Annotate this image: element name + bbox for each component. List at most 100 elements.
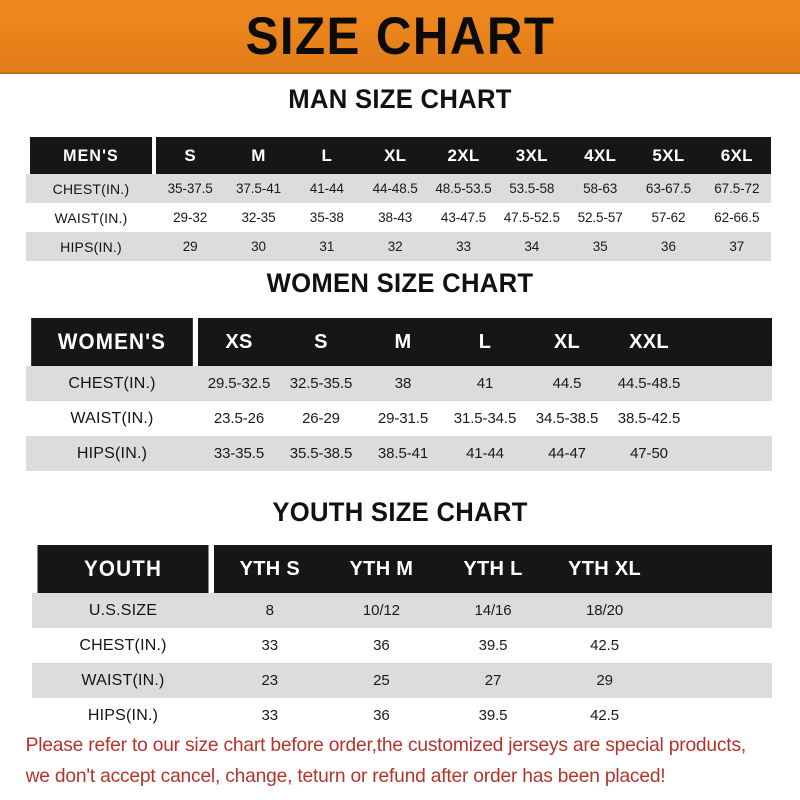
women-cell: 41-44 — [444, 436, 526, 471]
women-size-table: WOMEN'S XS S M L XL XXL CHEST(IN.) 29.5-32.5 32.… — [26, 318, 772, 471]
youth-column-header: YTH XL — [548, 545, 661, 593]
men-section-title: MAN SIZE CHART — [288, 84, 512, 114]
women-column-header — [690, 318, 772, 366]
men-table-row: HIPS(IN.) 29 30 31 32 33 34 35 36 37 — [26, 232, 771, 261]
men-cell: 48.5-53.5 — [429, 174, 498, 203]
youth-column-header: YTH S — [214, 545, 326, 593]
women-cell: 38.5-41 — [362, 436, 444, 471]
men-cell: 35-37.5 — [156, 174, 225, 203]
men-table-head: MEN'S S M L XL 2XL 3XL 4XL 5XL 6XL — [26, 137, 771, 174]
youth-row-label: U.S.SIZE — [32, 593, 214, 628]
youth-cell: 39.5 — [437, 628, 549, 663]
youth-cell — [660, 593, 772, 628]
youth-table-head: YOUTH YTH S YTH M YTH L YTH XL — [32, 545, 772, 593]
youth-column-header — [660, 545, 772, 593]
women-cell — [690, 366, 772, 401]
youth-column-header: YTH M — [325, 545, 438, 593]
men-cell: 34 — [497, 232, 566, 261]
youth-row-label-head: YOUTH — [37, 545, 209, 593]
women-row-label: WAIST(IN.) — [26, 401, 198, 436]
men-cell: 62-66.5 — [702, 203, 771, 232]
women-cell: 35.5-38.5 — [280, 436, 362, 471]
youth-size-table: YOUTH YTH S YTH M YTH L YTH XL U.S.SIZE 8 10/1… — [32, 545, 772, 733]
youth-cell: 36 — [325, 628, 438, 663]
men-cell: 41-44 — [292, 174, 361, 203]
men-row-label: HIPS(IN.) — [26, 232, 156, 261]
men-cell: 38-43 — [360, 203, 430, 232]
men-cell: 35-38 — [292, 203, 361, 232]
youth-cell: 14/16 — [437, 593, 549, 628]
men-column-header: M — [224, 137, 293, 174]
women-cell: 41 — [444, 366, 526, 401]
women-column-header: XS — [198, 318, 280, 366]
women-cell: 23.5-26 — [198, 401, 280, 436]
men-cell: 35 — [565, 232, 635, 261]
youth-cell: 23 — [214, 663, 326, 698]
men-size-chart: MEN'S S M L XL 2XL 3XL 4XL 5XL 6XL CHEST(IN.) 35-3… — [26, 137, 771, 261]
men-column-header: S — [156, 137, 225, 174]
youth-size-chart: YOUTH YTH S YTH M YTH L YTH XL U.S.SIZE 8 10/1… — [32, 545, 772, 733]
order-policy-note: Please refer to our size chart before or… — [0, 730, 788, 792]
youth-row-label: CHEST(IN.) — [32, 628, 214, 663]
men-cell: 44-48.5 — [360, 174, 430, 203]
youth-row-label: HIPS(IN.) — [32, 698, 214, 733]
men-cell: 36 — [634, 232, 703, 261]
women-table-head: WOMEN'S XS S M L XL XXL — [26, 318, 772, 366]
men-cell: 31 — [292, 232, 361, 261]
men-table-row: CHEST(IN.) 35-37.5 37.5-41 41-44 44-48.5 48.5… — [26, 174, 771, 203]
men-table-row: WAIST(IN.) 29-32 32-35 35-38 38-43 43-47.5 47.… — [26, 203, 771, 232]
women-cell: 32.5-35.5 — [280, 366, 362, 401]
men-column-header: 5XL — [634, 137, 703, 174]
men-cell: 67.5-72 — [702, 174, 771, 203]
women-cell — [690, 436, 772, 471]
women-cell: 38 — [362, 366, 444, 401]
women-cell: 38.5-42.5 — [608, 401, 690, 436]
women-cell: 29-31.5 — [362, 401, 444, 436]
men-cell: 29 — [156, 232, 225, 261]
youth-cell: 42.5 — [548, 698, 661, 733]
youth-cell — [660, 663, 772, 698]
men-cell: 32-35 — [224, 203, 293, 232]
men-cell: 37.5-41 — [224, 174, 293, 203]
women-row-label-head: WOMEN'S — [31, 318, 193, 366]
women-row-label: CHEST(IN.) — [26, 366, 198, 401]
page-banner: SIZE CHART — [0, 0, 800, 74]
men-column-header: 3XL — [497, 137, 566, 174]
youth-table-body: U.S.SIZE 8 10/12 14/16 18/20 CHEST(IN.) 33 36 39… — [32, 593, 772, 733]
men-size-table: MEN'S S M L XL 2XL 3XL 4XL 5XL 6XL CHEST(IN.) 35-3… — [26, 137, 771, 261]
men-row-label-head: MEN'S — [29, 137, 153, 174]
men-cell: 33 — [429, 232, 498, 261]
women-table-row: CHEST(IN.) 29.5-32.5 32.5-35.5 38 41 44.5 44.5… — [26, 366, 772, 401]
men-cell: 43-47.5 — [429, 203, 498, 232]
women-cell: 33-35.5 — [198, 436, 280, 471]
youth-table-row: U.S.SIZE 8 10/12 14/16 18/20 — [32, 593, 772, 628]
women-cell: 47-50 — [608, 436, 690, 471]
men-column-header: L — [292, 137, 361, 174]
women-header-row: WOMEN'S XS S M L XL XXL — [26, 318, 772, 366]
youth-cell: 33 — [214, 628, 326, 663]
women-cell: 29.5-32.5 — [198, 366, 280, 401]
youth-table-row: WAIST(IN.) 23 25 27 29 — [32, 663, 772, 698]
youth-table-row: CHEST(IN.) 33 36 39.5 42.5 — [32, 628, 772, 663]
youth-column-header: YTH L — [437, 545, 549, 593]
youth-cell: 33 — [214, 698, 326, 733]
men-cell: 53.5-58 — [497, 174, 566, 203]
youth-row-label: WAIST(IN.) — [32, 663, 214, 698]
women-table-row: WAIST(IN.) 23.5-26 26-29 29-31.5 31.5-34.5 34… — [26, 401, 772, 436]
men-cell: 63-67.5 — [634, 174, 703, 203]
women-column-header: L — [444, 318, 526, 366]
women-column-header: XL — [526, 318, 608, 366]
men-column-header: 4XL — [565, 137, 635, 174]
youth-cell: 42.5 — [548, 628, 661, 663]
youth-cell: 8 — [214, 593, 326, 628]
women-row-label: HIPS(IN.) — [26, 436, 198, 471]
women-cell: 44-47 — [526, 436, 608, 471]
youth-cell: 10/12 — [325, 593, 438, 628]
youth-cell: 29 — [548, 663, 661, 698]
men-header-row: MEN'S S M L XL 2XL 3XL 4XL 5XL 6XL — [26, 137, 771, 174]
women-table-body: CHEST(IN.) 29.5-32.5 32.5-35.5 38 41 44.5 44.5… — [26, 366, 772, 471]
women-cell: 31.5-34.5 — [444, 401, 526, 436]
women-column-header: XXL — [608, 318, 690, 366]
men-cell: 57-62 — [634, 203, 703, 232]
men-cell: 58-63 — [565, 174, 635, 203]
